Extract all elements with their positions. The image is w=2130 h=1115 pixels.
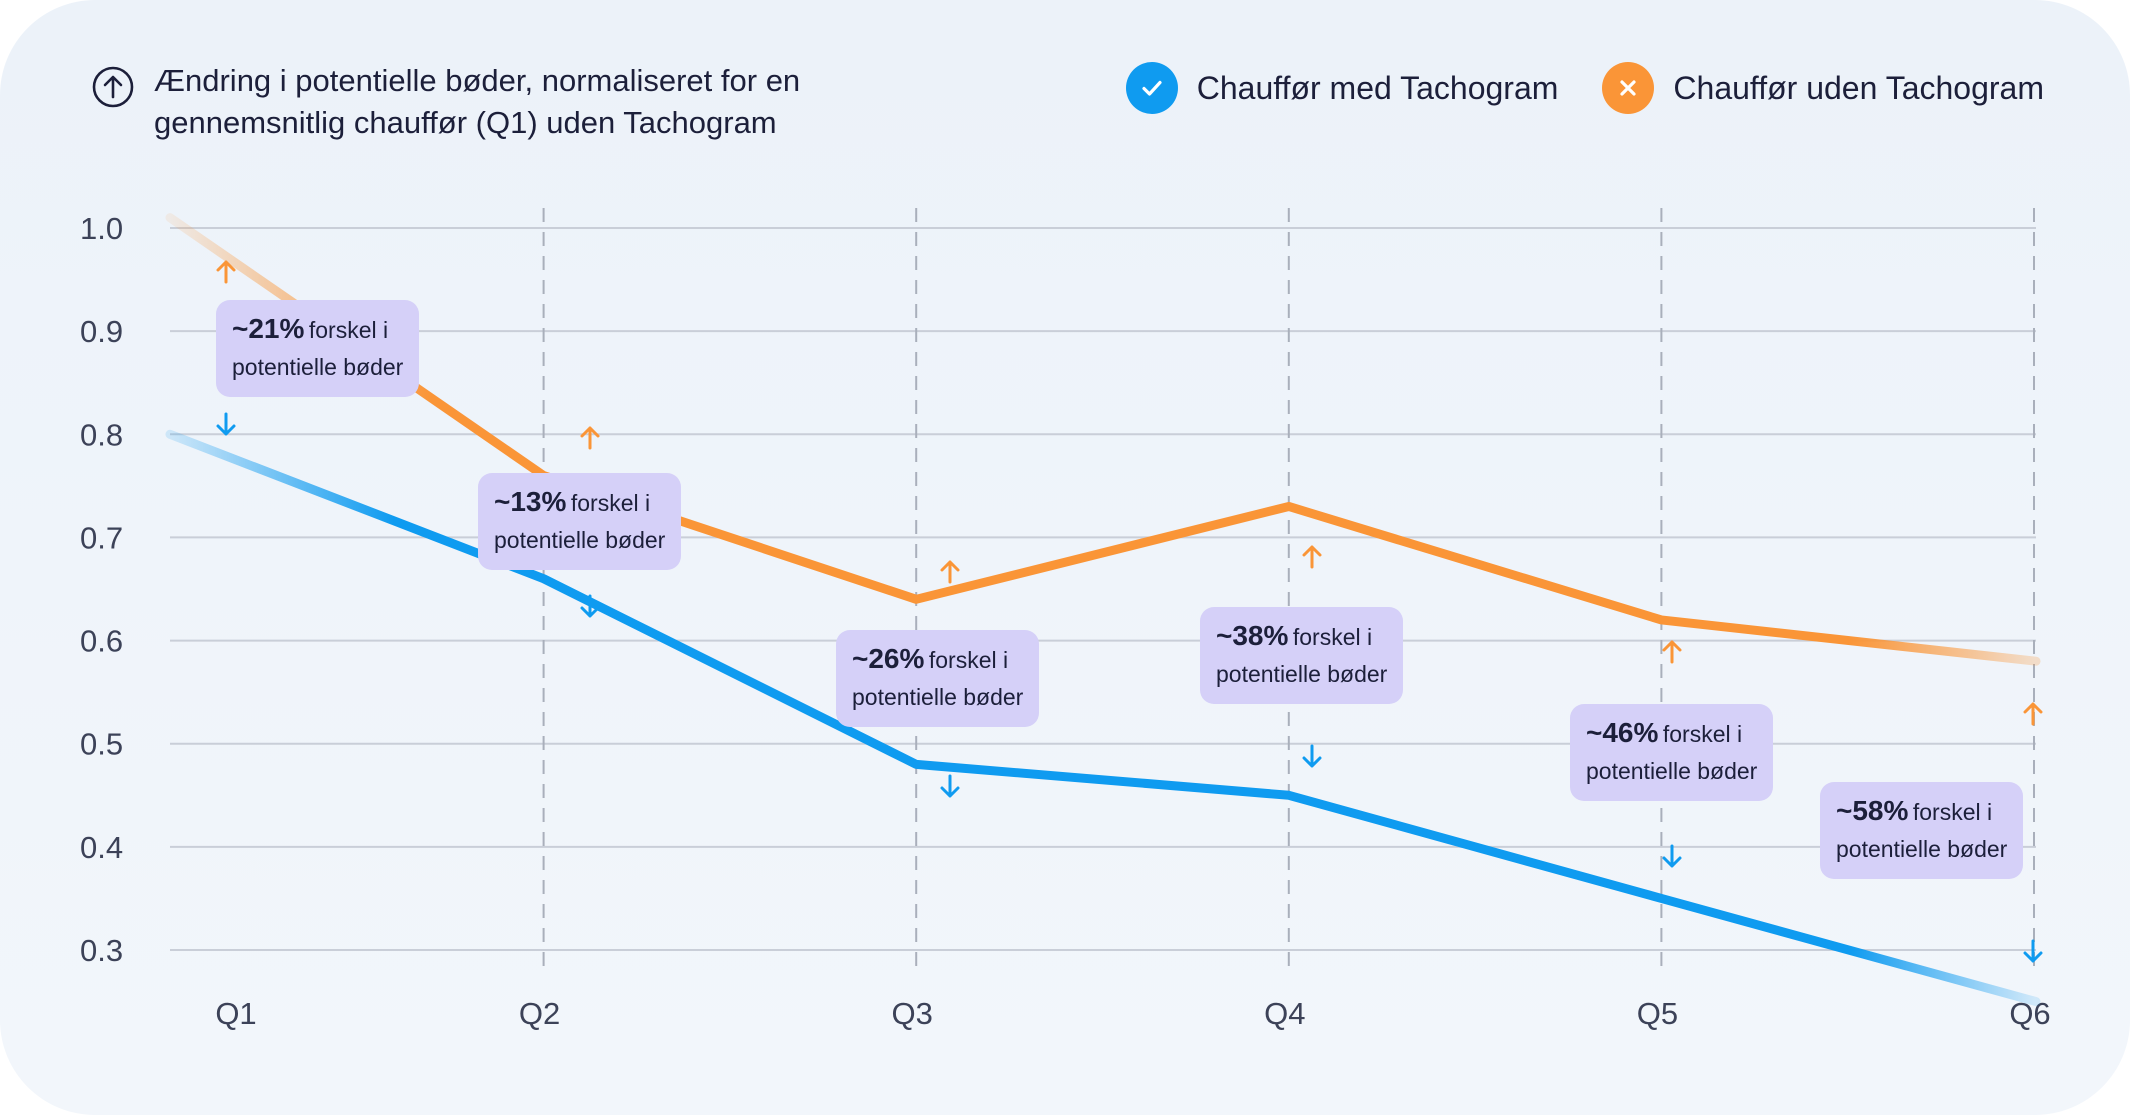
arrow-up-icon [580,426,600,450]
check-icon [1125,62,1178,114]
series-line-without-tachogram [165,213,2041,666]
x-axis: Q1 Q2 Q3 Q4 Q5 Q6 [215,996,2050,1031]
difference-annotation: ~38% forskel i potentielle bøder [1200,607,1404,704]
annotation-line-1: ~13% forskel i [494,485,665,524]
arrow-up-icon [1302,545,1322,569]
x-tick-label: Q1 [215,996,256,1031]
arrow-up-circle-icon [92,66,134,108]
arrow-down-icon [940,774,960,798]
series-lines [165,213,2041,1007]
arrow-up-icon [940,560,960,584]
annotation-line-1: ~46% forskel i [1586,716,1757,755]
y-tick-label: 1.0 [80,211,123,246]
annotation-line-1: ~58% forskel i [1836,794,2007,833]
legend-label-with: Chauffør med Tachogram [1196,69,1559,106]
annotation-text: forskel i [1662,721,1743,747]
arrow-down-icon [580,594,600,618]
annotation-percent: ~26% [852,643,925,674]
annotation-line-1: ~26% forskel i [852,642,1023,681]
chart-title: Ændring i potentielle bøder, normalisere… [92,60,952,144]
grid [170,208,2036,975]
annotation-line-1: ~38% forskel i [1216,619,1387,658]
difference-annotation: ~46% forskel i potentielle bøder [1570,704,1774,801]
annotation-text-2: potentielle bøder [494,527,666,553]
arrow-down-icon [2023,939,2043,963]
arrow-down-icon [1302,744,1322,768]
difference-annotation: ~21% forskel i potentielle bøder [216,300,420,397]
annotation-text: forskel i [1292,624,1373,650]
y-tick-label: 0.8 [80,417,123,452]
x-icon [1602,62,1655,114]
difference-annotation: ~26% forskel i potentielle bøder [836,630,1040,727]
y-tick-label: 0.4 [80,830,123,865]
annotation-line-1: ~21% forskel i [232,312,403,351]
arrow-up-icon [2023,702,2043,726]
arrow-up-icon [216,260,236,284]
arrow-down-icon [216,412,236,436]
annotation-text-2: potentielle bøder [1836,836,2008,862]
annotation-percent: ~38% [1216,620,1289,651]
legend-item-with-tachogram: Chauffør med Tachogram [1125,62,1559,114]
annotation-text: forskel i [570,490,651,516]
difference-arrows [216,260,2043,963]
y-tick-label: 0.5 [80,727,123,762]
annotation-text: forskel i [308,317,389,343]
difference-annotation: ~58% forskel i potentielle bøder [1820,782,2024,879]
x-tick-label: Q2 [519,996,560,1031]
annotation-text-2: potentielle bøder [232,354,404,380]
arrow-down-icon [1662,844,1682,868]
y-tick-label: 0.9 [80,314,123,349]
difference-annotation: ~13% forskel i potentielle bøder [478,473,682,570]
legend: Chauffør med Tachogram Chauffør uden Tac… [1082,62,2044,114]
legend-item-without-tachogram: Chauffør uden Tachogram [1602,62,2044,114]
annotation-percent: ~13% [494,486,567,517]
x-tick-label: Q4 [1264,996,1305,1031]
y-tick-label: 0.7 [80,520,123,555]
annotation-text: forskel i [928,647,1009,673]
arrow-up-icon [1662,640,1682,664]
chart-title-text: Ændring i potentielle bøder, normalisere… [154,63,801,140]
annotation-text-2: potentielle bøder [852,684,1024,710]
x-tick-label: Q5 [1637,996,1678,1031]
y-axis: 1.0 0.9 0.8 0.7 0.6 0.5 0.4 0.3 [80,211,123,968]
x-tick-label: Q3 [892,996,933,1031]
annotation-percent: ~46% [1586,717,1659,748]
annotation-percent: ~58% [1836,795,1909,826]
annotation-text-2: potentielle bøder [1586,758,1758,784]
annotation-percent: ~21% [232,313,305,344]
y-tick-label: 0.3 [80,933,123,968]
annotation-text-2: potentielle bøder [1216,661,1388,687]
legend-label-without: Chauffør uden Tachogram [1673,69,2044,106]
annotation-text: forskel i [1912,799,1993,825]
y-tick-label: 0.6 [80,624,123,659]
